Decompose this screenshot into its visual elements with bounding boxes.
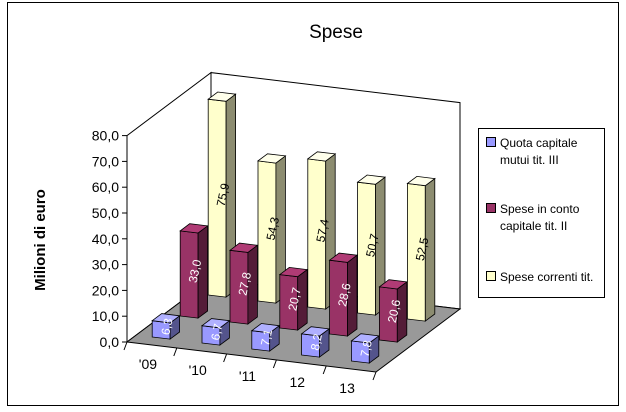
bar: 20,7 (278, 266, 309, 331)
bar-data-label: 7,1 (258, 328, 275, 348)
legend-label: Spese in conto (500, 202, 580, 216)
bar-data-label: 20,7 (285, 286, 304, 312)
y-tick-label: 80,0 (92, 128, 119, 144)
bar: 28,6 (328, 252, 359, 337)
legend-label: capitale tit. II (500, 219, 567, 233)
bar-data-label: 7,8 (358, 339, 375, 359)
bar-data-label: 20,6 (385, 298, 404, 324)
bar: 52,5 (406, 175, 436, 322)
y-tick-label: 70,0 (92, 153, 119, 169)
legend-border (478, 128, 605, 298)
x-tick (223, 353, 228, 363)
y-tick-label: 20,0 (92, 282, 119, 298)
bar-data-label: 6,7 (208, 322, 225, 342)
bar-data-label: 28,6 (335, 282, 354, 308)
bar: 27,8 (228, 242, 259, 325)
bar: 20,6 (378, 279, 408, 343)
x-tick (173, 347, 178, 357)
y-axis: 0,0 10,0 20,0 30,0 40,0 50,0 60,0 70,0 80,0 (92, 128, 128, 350)
bar: 7,8 (350, 333, 380, 364)
bar: 8,2 (300, 326, 331, 358)
bar: 75,9 (207, 91, 237, 298)
chart-title: Spese (309, 22, 363, 43)
bar: 50,7 (356, 174, 387, 316)
bar-data-label: 6,3 (158, 317, 175, 337)
x-tick-label: '10 (189, 362, 207, 378)
legend-swatch (486, 137, 496, 147)
x-tick (372, 371, 377, 381)
bar: 7,1 (250, 323, 281, 352)
bar-data-label: 8,2 (308, 332, 325, 352)
bar: 54,3 (256, 153, 287, 304)
x-tick (322, 365, 327, 375)
bar-data-label: 75,9 (214, 182, 233, 208)
bars: 75,9 54,3 57,4 50,7 52,5 33,0 27,8 20,7 28,6 20,6… (151, 91, 436, 364)
bar-data-label: 50,7 (363, 232, 382, 258)
bar-data-label: 52,5 (413, 236, 432, 262)
x-tick (272, 359, 277, 369)
y-axis-label: Milioni di euro (32, 189, 49, 291)
bar-data-label: 27,8 (236, 271, 255, 297)
legend: Quota capitale mutui tit. III Spese in con… (478, 128, 605, 298)
x-tick-label: 12 (290, 374, 306, 390)
y-tick-label: 40,0 (92, 231, 119, 247)
legend-label: Spese correnti tit. (500, 270, 593, 284)
y-tick-label: 50,0 (92, 205, 119, 221)
bar-data-label: 54,3 (264, 215, 283, 241)
y-tick-label: 30,0 (92, 257, 119, 273)
bar: 6,7 (200, 318, 231, 346)
legend-label: mutui tit. III (500, 153, 559, 167)
y-tick-label: 0,0 (100, 334, 120, 350)
bar: 6,3 (151, 313, 181, 340)
x-tick (123, 341, 128, 351)
x-tick-label: 13 (339, 380, 355, 396)
bar: 33,0 (179, 223, 209, 319)
x-tick-label: '09 (139, 356, 157, 372)
legend-label: Quota capitale (500, 136, 578, 150)
bar-data-label: 57,4 (313, 217, 332, 243)
bar: 57,4 (306, 151, 337, 310)
x-axis: '09 '10 '11 12 13 (123, 341, 377, 396)
bar-data-label: 33,0 (186, 258, 205, 284)
y-tick-label: 10,0 (92, 308, 119, 324)
y-tick-label: 60,0 (92, 179, 119, 195)
x-tick-label: '11 (239, 368, 256, 384)
legend-swatch (486, 203, 496, 213)
legend-swatch (486, 271, 496, 281)
